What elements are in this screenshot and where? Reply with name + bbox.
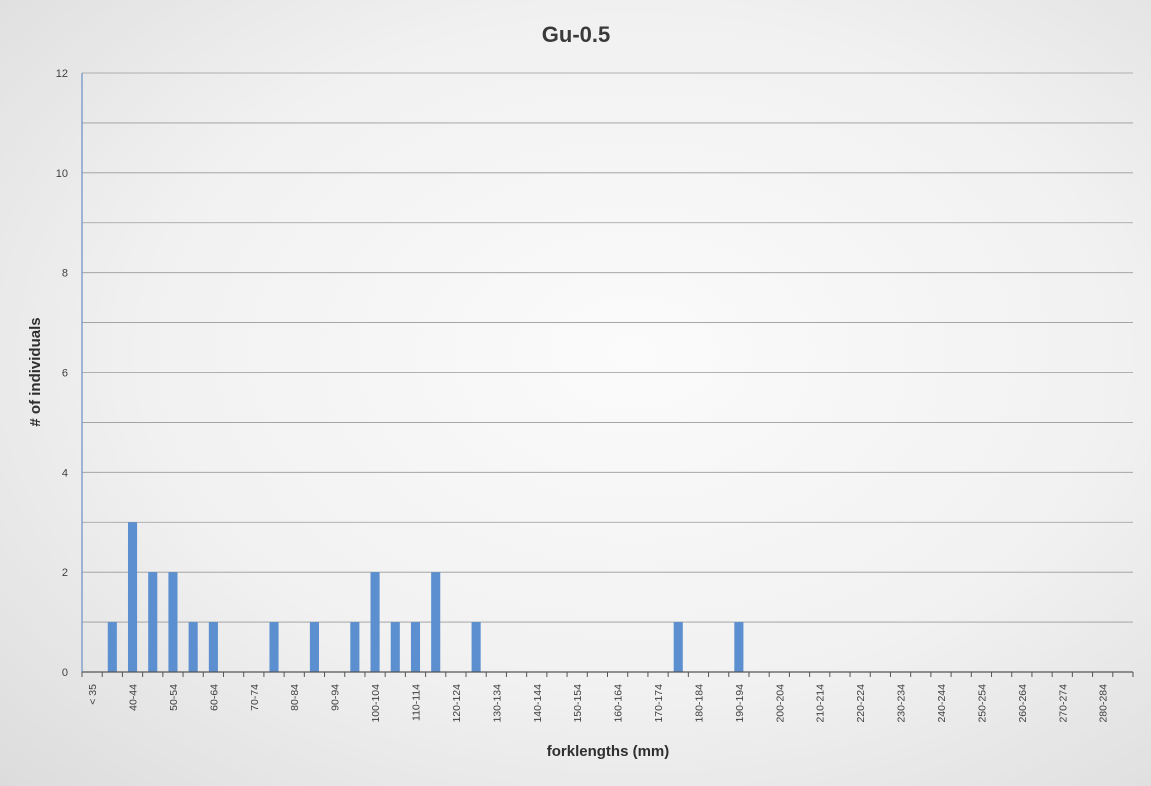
y-tick-label: 0 bbox=[62, 667, 68, 679]
x-tick-labels: < 35 40-44 50-54 60-64 70-74 80-84 90-94 100-10… bbox=[87, 684, 1110, 723]
y-tick-label: 6 bbox=[62, 368, 68, 380]
x-tick-label: 240-244 bbox=[936, 684, 948, 723]
x-tick-label: < 35 bbox=[87, 684, 99, 705]
x-tick-label: 40-44 bbox=[128, 684, 140, 711]
x-tick-label: 130-134 bbox=[491, 684, 503, 723]
x-tick-label: 220-224 bbox=[855, 684, 867, 723]
chart-title: Gu-0.5 bbox=[542, 22, 610, 47]
x-tick-label: 140-144 bbox=[532, 684, 544, 723]
x-tick-label: 170-174 bbox=[653, 684, 665, 723]
bar bbox=[107, 622, 117, 672]
y-axis-title: # of individuals bbox=[27, 317, 44, 426]
x-tick-label: 60-64 bbox=[208, 684, 220, 711]
x-axis-title: forklengths (mm) bbox=[547, 743, 670, 760]
x-tick-label: 230-234 bbox=[896, 684, 908, 723]
y-tick-label: 4 bbox=[62, 467, 68, 479]
x-tick-label: 200-204 bbox=[774, 684, 786, 723]
bar bbox=[390, 622, 400, 672]
bar bbox=[168, 572, 178, 672]
x-tick-label: 110-114 bbox=[410, 684, 422, 721]
x-tick-label: 270-274 bbox=[1057, 684, 1069, 723]
x-tick-label: 280-284 bbox=[1098, 684, 1110, 723]
y-tick-label: 12 bbox=[56, 68, 68, 80]
bar bbox=[208, 622, 218, 672]
gridlines bbox=[82, 72, 1133, 623]
x-tick-label: 260-264 bbox=[1017, 684, 1029, 723]
x-tick-label: 150-154 bbox=[572, 684, 584, 723]
bar bbox=[127, 522, 138, 672]
x-tick-label: 50-54 bbox=[168, 684, 180, 711]
y-tick-label: 8 bbox=[62, 268, 68, 280]
y-tick-label: 10 bbox=[56, 168, 68, 180]
x-tick-label: 250-254 bbox=[976, 684, 988, 723]
x-tick-label: 100-104 bbox=[370, 684, 382, 723]
x-tick-label: 80-84 bbox=[289, 684, 301, 711]
bar bbox=[188, 622, 198, 672]
bar bbox=[471, 622, 481, 672]
x-tick-label: 70-74 bbox=[249, 684, 261, 711]
bar bbox=[410, 622, 421, 672]
x-tick-label: 120-124 bbox=[451, 684, 463, 723]
bars bbox=[107, 522, 744, 672]
x-tick-label: 210-214 bbox=[815, 684, 827, 723]
x-tick-label: 90-94 bbox=[330, 684, 342, 711]
x-tick-label: 160-164 bbox=[613, 684, 625, 723]
bar bbox=[370, 572, 380, 672]
bar bbox=[350, 622, 360, 672]
bar bbox=[309, 622, 319, 672]
bar bbox=[148, 572, 158, 672]
bar bbox=[734, 622, 744, 672]
axes bbox=[81, 73, 1134, 677]
bar bbox=[673, 622, 683, 672]
bar bbox=[269, 622, 279, 672]
y-tick-label: 2 bbox=[62, 567, 68, 579]
bar bbox=[431, 572, 441, 672]
y-tick-labels: 0 2 4 6 8 10 12 bbox=[56, 68, 68, 679]
x-tick-label: 190-194 bbox=[734, 684, 746, 723]
x-tick-label: 180-184 bbox=[693, 684, 705, 723]
